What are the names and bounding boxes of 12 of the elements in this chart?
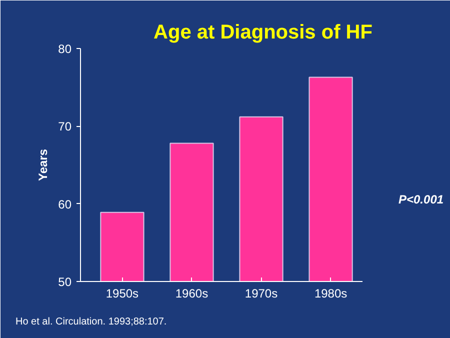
- x-tick-label: 1970s: [244, 286, 278, 300]
- x-tick-label: 1980s: [314, 286, 348, 300]
- chart-title: Age at Diagnosis of HF: [154, 22, 372, 44]
- text: P<0.001: [398, 192, 444, 206]
- text: Ho et al. Circulation. 1993;88:107.: [16, 316, 167, 328]
- y-tick-label: 50: [58, 275, 72, 289]
- x-tick-label: 1950s: [106, 286, 139, 300]
- y-tick-label: 60: [58, 197, 72, 212]
- y-tick-label: 80: [58, 42, 72, 56]
- x-tick-label: 1960s: [175, 286, 208, 300]
- y-axis-title: Years: [36, 148, 50, 182]
- y-tick-label: 70: [58, 120, 72, 134]
